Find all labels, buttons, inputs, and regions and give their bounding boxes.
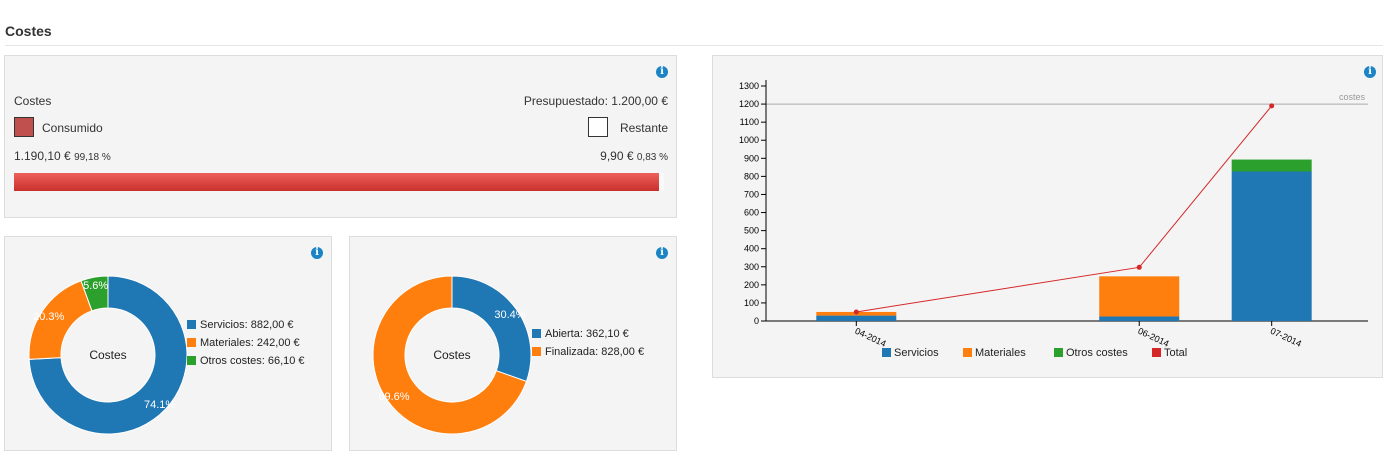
legend-item-servicios[interactable]: Servicios	[882, 347, 939, 359]
pie-slice-servicios[interactable]	[28, 275, 188, 435]
budget-progress-track	[14, 173, 664, 191]
donut-center-label: Costes	[433, 348, 470, 362]
consumido-label: Consumido	[42, 121, 103, 135]
legend-item-finalizada[interactable]: Finalizada: 828,00 €	[532, 346, 644, 358]
legend-label: Servicios: 882,00 €	[200, 319, 294, 331]
y-tick-label: 1100	[740, 117, 759, 127]
pie-slice-finalizada[interactable]	[372, 275, 528, 435]
legend-swatch	[532, 329, 541, 338]
consumido-value: 1.190,10 €	[14, 149, 71, 163]
donut-panel-costs-by-type: i 74.1% 20.3% 5.6% Costes Servicios: 882,00…	[4, 236, 332, 451]
pie-slice-abierta[interactable]	[451, 275, 532, 383]
pie-slice-otros-costes[interactable]	[80, 275, 109, 312]
y-tick-label: 900	[744, 153, 759, 163]
legend-item-materiales[interactable]: Materiales: 242,00 €	[187, 337, 300, 349]
info-icon[interactable]: i	[311, 247, 323, 259]
reference-line-label: costes	[1339, 92, 1366, 102]
y-tick-label: 1000	[739, 135, 759, 145]
bar-materiales-06-2014[interactable]	[1099, 276, 1180, 317]
legend-swatch	[187, 338, 196, 347]
legend-item-materiales[interactable]: Materiales	[963, 347, 1026, 359]
consumido-pct: 99,18 %	[74, 152, 111, 163]
donut-chart-costs-by-type: 74.1% 20.3% 5.6% Costes	[28, 275, 188, 435]
info-icon[interactable]: i	[656, 66, 668, 78]
bar-servicios-04-2014[interactable]	[816, 315, 897, 321]
budget-presupuestado: Presupuestado: 1.200,00 €	[523, 94, 668, 108]
legend-label: Materiales	[975, 347, 1026, 359]
legend-swatch	[187, 320, 196, 329]
legend-item-total[interactable]: Total	[1152, 347, 1187, 359]
info-icon[interactable]: i	[656, 247, 668, 259]
restante-label: Restante	[619, 121, 668, 135]
legend-label: Abierta: 362,10 €	[545, 328, 629, 340]
consumido-swatch	[14, 117, 34, 137]
total-line	[856, 105, 1273, 313]
y-tick-label: 500	[744, 226, 759, 236]
restante-value: 9,90 €	[600, 149, 634, 163]
legend-item-abierta[interactable]: Abierta: 362,10 €	[532, 328, 629, 340]
y-tick-label: 200	[744, 280, 759, 290]
legend-label: Materiales: 242,00 €	[200, 337, 300, 349]
legend-swatch	[1054, 348, 1063, 357]
legend-item-otros-costes[interactable]: Otros costes	[1054, 347, 1128, 359]
budget-label: Costes	[14, 94, 52, 108]
pie-slice-label: 5.6%	[83, 280, 108, 292]
section-header: Costes	[5, 22, 1383, 46]
y-tick-label: 800	[744, 171, 759, 181]
legend-label: Total	[1164, 347, 1187, 359]
pie-slice-label: 69.6%	[378, 391, 409, 403]
y-tick-label: 1200	[739, 99, 759, 109]
total-point-07-2014[interactable]	[1269, 103, 1275, 109]
y-tick-label: 400	[744, 244, 759, 254]
y-tick-label: 1300	[739, 81, 759, 91]
legend-swatch	[532, 347, 541, 356]
legend-swatch	[882, 348, 891, 357]
total-point-04-2014[interactable]	[853, 309, 859, 315]
bar-otros-costes-07-2014[interactable]	[1231, 159, 1312, 172]
bar-servicios-07-2014[interactable]	[1231, 171, 1312, 321]
pie-slice-label: 74.1%	[144, 399, 175, 411]
legend-label: Otros costes	[1066, 347, 1128, 359]
bar-chart-panel: i costes 0 100 200 300 400 500 600 700 800 900 1000…	[712, 55, 1383, 378]
bar-servicios-06-2014[interactable]	[1099, 316, 1180, 321]
donut-panel-costs-by-status: i 30.4% 69.6% Costes Abierta: 362,10 € Fina…	[349, 236, 677, 451]
x-tick-label: 06-2014	[1136, 326, 1170, 349]
legend-swatch	[963, 348, 972, 357]
stacked-bar-chart: costes 0 100 200 300 400 500 600 700 800 900 1000 11…	[739, 80, 1368, 359]
info-icon[interactable]: i	[1364, 66, 1376, 78]
legend-label: Otros costes: 66,10 €	[200, 355, 305, 367]
legend-label: Servicios	[894, 347, 939, 359]
legend-swatch	[1152, 348, 1161, 357]
total-point-06-2014[interactable]	[1136, 264, 1142, 270]
pie-slice-label: 20.3%	[33, 311, 64, 323]
restante-pct: 0,83 %	[636, 152, 668, 163]
budget-panel: i Costes Presupuestado: 1.200,00 € Consu…	[4, 55, 677, 218]
donut-chart-costs-by-status: 30.4% 69.6% Costes	[372, 275, 532, 435]
y-tick-label: 100	[744, 298, 759, 308]
x-tick-label: 04-2014	[853, 326, 887, 349]
donut-center-label: Costes	[89, 348, 126, 362]
y-tick-label: 700	[744, 189, 759, 199]
y-tick-label: 600	[744, 208, 759, 218]
budget-progress-fill	[14, 173, 659, 191]
x-tick-label: 07-2014	[1269, 326, 1303, 349]
legend-item-otros-costes[interactable]: Otros costes: 66,10 €	[187, 355, 305, 367]
legend-label: Finalizada: 828,00 €	[545, 346, 645, 358]
legend-swatch	[187, 356, 196, 365]
pie-slice-label: 30.4%	[494, 309, 525, 321]
y-tick-label: 0	[754, 316, 759, 326]
restante-swatch	[588, 117, 608, 137]
legend-item-servicios[interactable]: Servicios: 882,00 €	[187, 319, 294, 331]
page-title: Costes	[5, 23, 52, 39]
y-tick-label: 300	[744, 262, 759, 272]
